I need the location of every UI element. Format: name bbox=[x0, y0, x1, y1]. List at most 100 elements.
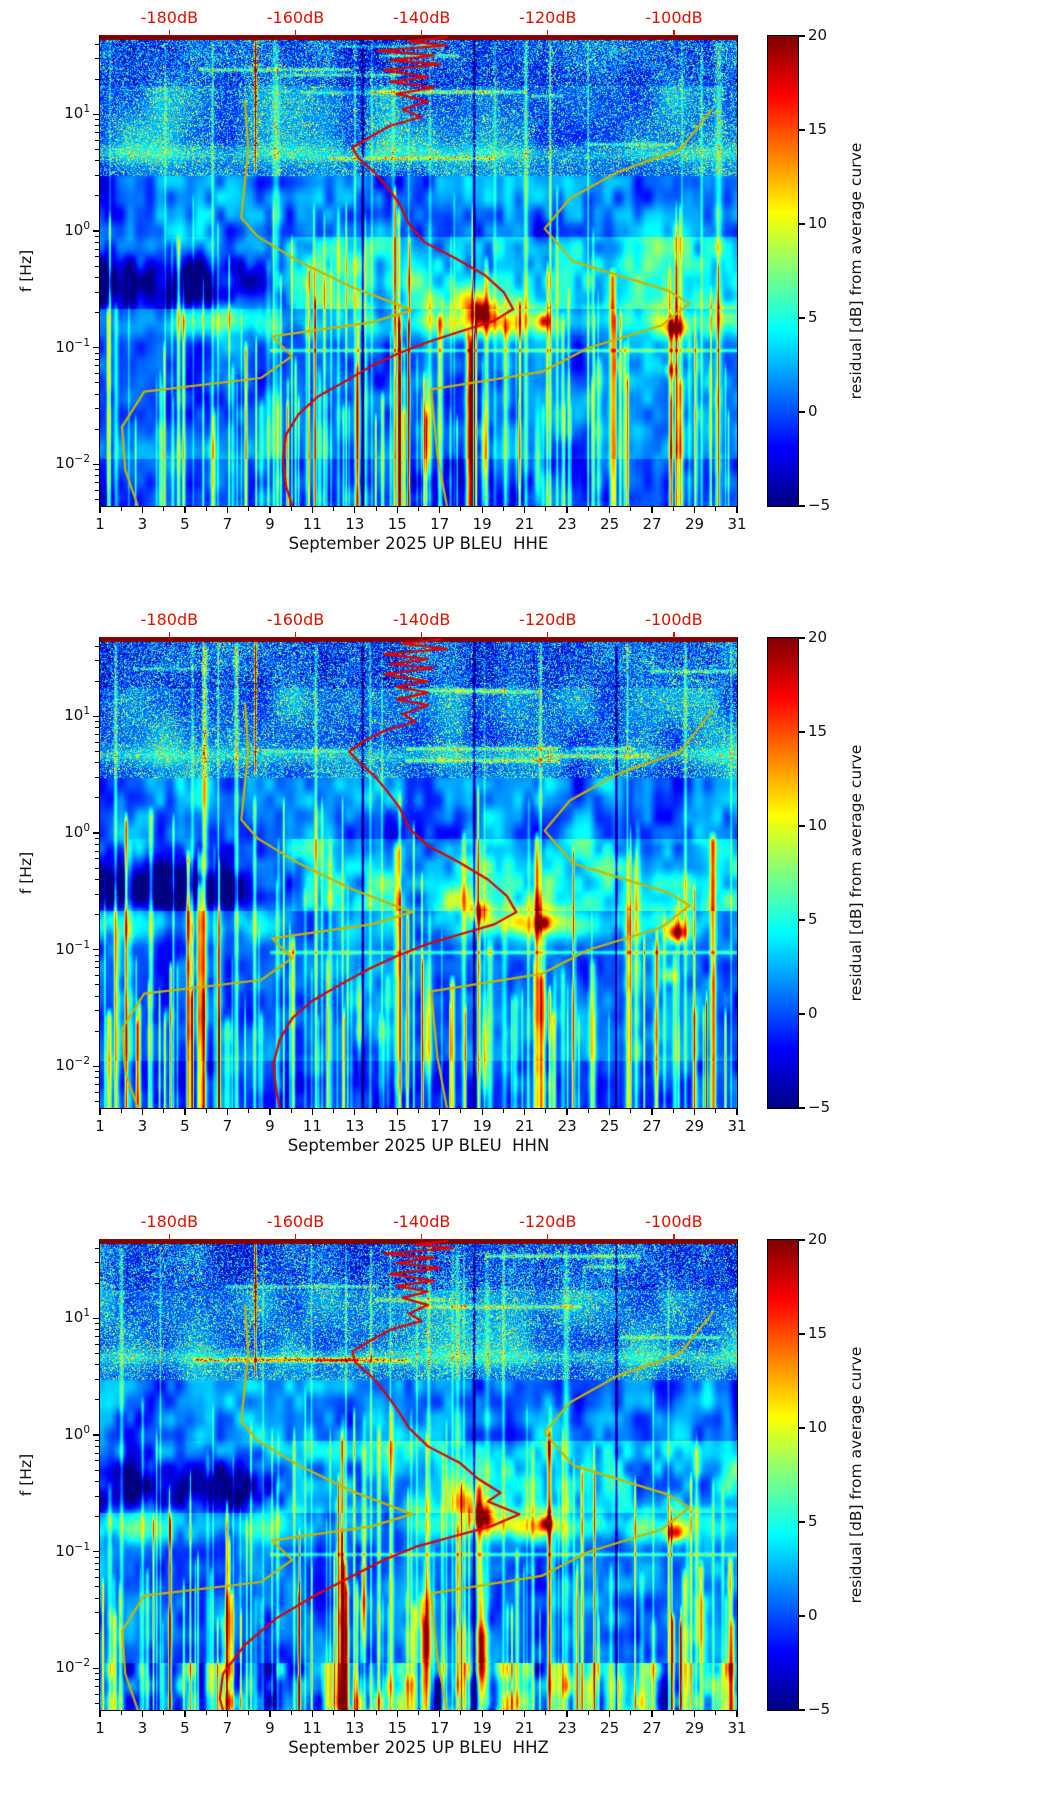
x-axis-minor-tick bbox=[630, 1109, 632, 1113]
top-axis-tick-label: -100dB bbox=[645, 8, 703, 27]
y-axis-minor-tick bbox=[95, 1439, 99, 1441]
top-axis-tick bbox=[168, 1234, 171, 1240]
y-axis-minor-tick bbox=[95, 119, 99, 121]
x-axis-minor-tick bbox=[290, 1109, 292, 1113]
y-axis-tick bbox=[93, 1434, 99, 1436]
colorbar-tick-label: 5 bbox=[808, 308, 818, 326]
top-axis-tick-label: -140dB bbox=[392, 8, 451, 27]
y-axis-minor-tick bbox=[95, 489, 99, 491]
y-axis-minor-tick bbox=[95, 660, 99, 662]
x-axis-tick-label: 15 bbox=[387, 1117, 407, 1135]
x-axis-tick-label: 31 bbox=[727, 515, 747, 533]
x-axis-tick-label: 31 bbox=[727, 1719, 747, 1737]
spectrogram-canvas bbox=[100, 36, 737, 506]
y-axis-minor-tick bbox=[95, 1703, 99, 1705]
y-axis-tick bbox=[93, 463, 99, 466]
x-axis-minor-tick bbox=[630, 1711, 632, 1715]
colorbar-tick-label: 15 bbox=[808, 722, 828, 740]
x-axis-tick bbox=[311, 1109, 314, 1115]
x-axis-tick-label: 9 bbox=[265, 1719, 275, 1737]
y-axis-minor-tick bbox=[95, 843, 99, 845]
colorbar-tick-label: 20 bbox=[808, 1230, 828, 1248]
x-axis-tick-label: 7 bbox=[222, 515, 233, 533]
y-axis-label: f [Hz] bbox=[17, 249, 35, 293]
top-axis-tick-label: -140dB bbox=[392, 1212, 451, 1231]
colorbar-tick bbox=[799, 411, 805, 413]
y-axis-minor-tick bbox=[95, 1577, 99, 1579]
x-axis-tick bbox=[269, 507, 271, 513]
x-axis-tick-label: 5 bbox=[180, 1117, 190, 1135]
x-axis-minor-tick bbox=[587, 1711, 589, 1715]
x-axis-tick bbox=[226, 1711, 229, 1717]
x-axis-minor-tick bbox=[460, 1109, 462, 1113]
x-axis-tick-label: 21 bbox=[515, 1719, 535, 1737]
top-axis-tick bbox=[673, 632, 675, 638]
x-axis-tick bbox=[523, 1711, 526, 1717]
y-axis-tick-label: 10−1 bbox=[55, 336, 90, 356]
y-axis-tick-label: 100 bbox=[64, 1424, 90, 1444]
y-axis-minor-tick bbox=[95, 645, 99, 647]
y-axis-minor-tick bbox=[95, 241, 99, 243]
colorbar-tick bbox=[799, 1615, 805, 1617]
y-axis-minor-tick bbox=[95, 1343, 99, 1345]
y-axis-minor-tick bbox=[95, 1353, 99, 1355]
spectrogram-canvas bbox=[100, 638, 737, 1108]
y-axis-minor-tick bbox=[95, 1091, 99, 1093]
y-axis-minor-tick bbox=[95, 1282, 99, 1284]
top-axis-tick-label: -180dB bbox=[140, 1212, 199, 1231]
colorbar-tick-label: 10 bbox=[808, 816, 828, 834]
y-axis-tick-label: 101 bbox=[64, 103, 90, 123]
x-axis-tick bbox=[693, 1109, 696, 1115]
x-axis-tick-label: 19 bbox=[472, 1117, 492, 1135]
x-axis-minor-tick bbox=[333, 1109, 335, 1113]
x-axis-tick-label: 7 bbox=[222, 1117, 233, 1135]
x-axis-tick bbox=[566, 1711, 568, 1717]
top-axis-tick bbox=[420, 632, 423, 638]
x-axis-tick bbox=[736, 1109, 738, 1115]
colorbar-tick-label: −5 bbox=[808, 496, 831, 514]
top-axis-tick-label: -160dB bbox=[266, 610, 325, 629]
y-axis-minor-tick bbox=[95, 1378, 99, 1380]
colorbar-tick-label: 20 bbox=[808, 26, 828, 44]
x-axis-tick bbox=[651, 507, 653, 513]
y-axis-minor-tick bbox=[95, 78, 99, 80]
y-axis-tick bbox=[93, 832, 99, 834]
y-axis-minor-tick bbox=[95, 858, 99, 860]
x-axis-minor-tick bbox=[248, 1109, 250, 1113]
x-axis-tick bbox=[354, 1109, 356, 1115]
colorbar-tick bbox=[799, 1107, 805, 1109]
x-axis-minor-tick bbox=[460, 1711, 462, 1715]
top-axis-tick-label: -120dB bbox=[519, 610, 577, 629]
x-axis-minor-tick bbox=[205, 1109, 207, 1113]
x-axis-tick bbox=[184, 1109, 186, 1115]
y-axis-tick bbox=[93, 113, 99, 116]
top-axis-tick-label: -160dB bbox=[266, 8, 325, 27]
y-axis-minor-tick bbox=[95, 1329, 99, 1331]
x-axis-minor-tick bbox=[502, 1711, 504, 1715]
y-axis-minor-tick bbox=[95, 352, 99, 354]
x-axis-tick bbox=[566, 1109, 568, 1115]
y-axis-minor-tick bbox=[95, 984, 99, 986]
x-axis-tick-label: 9 bbox=[265, 1117, 275, 1135]
x-axis-tick-label: 13 bbox=[345, 1117, 365, 1135]
top-axis-tick-label: -100dB bbox=[645, 610, 703, 629]
colorbar-canvas bbox=[768, 36, 798, 506]
y-axis-minor-tick bbox=[95, 1556, 99, 1558]
y-axis-minor-tick bbox=[95, 1030, 99, 1032]
spectrogram-figure-hhz: f [Hz] residual [dB] from average curve … bbox=[0, 1204, 1052, 1806]
x-axis-minor-tick bbox=[163, 507, 165, 511]
y-axis-minor-tick bbox=[95, 149, 99, 151]
y-axis-minor-tick bbox=[95, 1364, 99, 1366]
y-axis-minor-tick bbox=[95, 1335, 99, 1337]
x-axis-tick-label: 15 bbox=[387, 1719, 407, 1737]
x-axis-tick bbox=[481, 1711, 483, 1717]
y-axis-tick bbox=[93, 1317, 99, 1320]
x-axis-minor-tick bbox=[375, 1711, 377, 1715]
y-axis-tick bbox=[93, 347, 99, 349]
top-axis-tick bbox=[294, 30, 297, 36]
y-axis-tick-label: 10−2 bbox=[55, 1055, 90, 1075]
x-axis-tick bbox=[184, 507, 186, 513]
x-axis-tick bbox=[736, 507, 738, 513]
y-axis-minor-tick bbox=[95, 741, 99, 743]
y-axis-minor-tick bbox=[95, 277, 99, 278]
